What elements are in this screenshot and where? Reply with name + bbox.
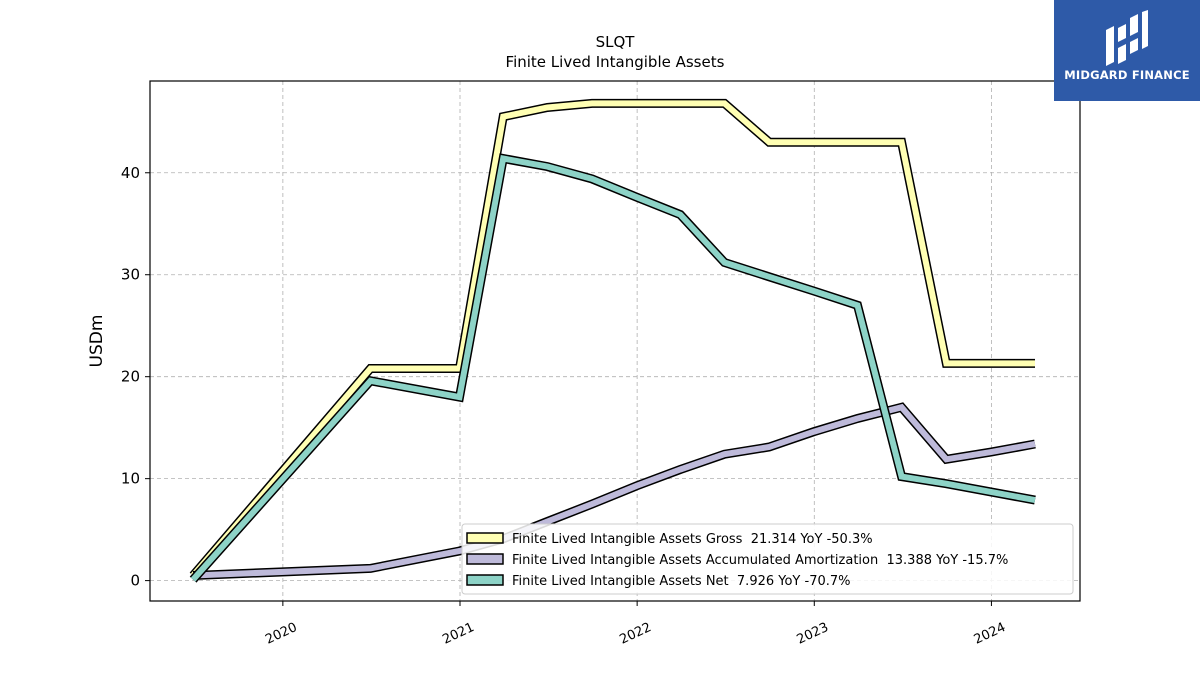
- x-tick-label: 2021: [440, 620, 476, 648]
- x-tick-label: 2020: [263, 620, 299, 648]
- legend-label-1: Finite Lived Intangible Assets Gross 21.…: [512, 532, 873, 547]
- y-tick-label: 0: [130, 572, 140, 590]
- y-tick-label: 30: [121, 266, 140, 284]
- x-tick-label: 2024: [972, 620, 1008, 648]
- y-tick-label: 10: [121, 470, 140, 488]
- legend-swatch-1: [466, 532, 504, 544]
- legend-label-3: Finite Lived Intangible Assets Net 7.926…: [512, 574, 851, 589]
- x-tick-label: 2022: [617, 620, 653, 648]
- legend-swatch-3: [466, 574, 504, 586]
- legend-swatch-2: [466, 553, 504, 565]
- y-tick-label: 40: [121, 164, 140, 182]
- plot-area-frame: [149, 80, 1081, 602]
- midgard-logo-icon: [1106, 10, 1148, 66]
- series-line-3: [190, 155, 1036, 582]
- chart-title: SLQT: [596, 33, 636, 51]
- legend: Finite Lived Intangible Assets Gross 21.…: [461, 523, 1074, 595]
- brand-name: MIDGARD FINANCE: [1064, 68, 1190, 82]
- x-tick-label: 2023: [795, 620, 831, 648]
- brand-logo: MIDGARD FINANCE: [1054, 0, 1200, 101]
- series-outline-3: [189, 153, 1036, 583]
- legend-label-2: Finite Lived Intangible Assets Accumulat…: [512, 553, 1008, 568]
- series-lines: [189, 98, 1036, 583]
- chart-subtitle: Finite Lived Intangible Assets: [506, 53, 725, 71]
- y-axis-label: USDm: [87, 315, 107, 368]
- y-tick-label: 20: [121, 368, 140, 386]
- legend-box: [461, 523, 1074, 595]
- series-line-1: [190, 100, 1035, 578]
